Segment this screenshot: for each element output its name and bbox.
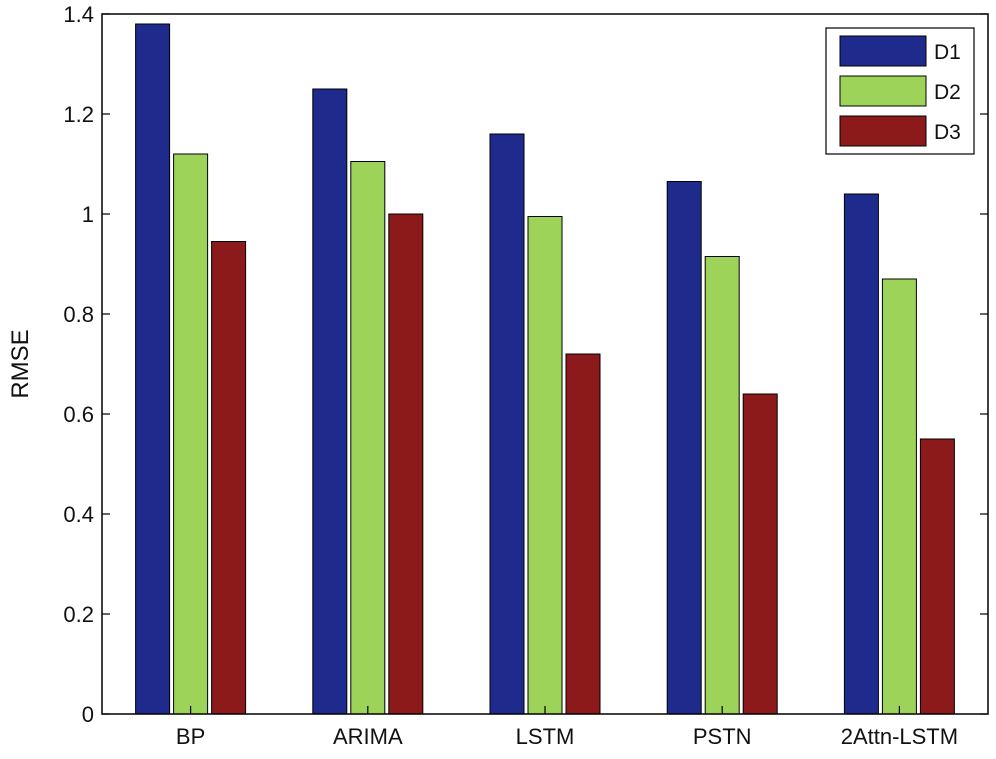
y-tick-label: 0.4 bbox=[63, 502, 94, 527]
bar-d2-pstn bbox=[704, 256, 740, 715]
bar-d1-bp bbox=[135, 23, 171, 715]
bar-d3-pstn bbox=[742, 393, 778, 715]
legend-swatch-d2 bbox=[839, 75, 927, 107]
bars-layer bbox=[135, 23, 955, 715]
bar-d1-2attn-lstm bbox=[843, 193, 879, 715]
y-tick-label: 0.8 bbox=[63, 302, 94, 327]
x-tick-label: BP bbox=[176, 724, 205, 749]
x-tick-label: LSTM bbox=[516, 724, 575, 749]
bar-d2-2attn-lstm bbox=[881, 278, 917, 715]
bar-d1-lstm bbox=[489, 133, 525, 715]
legend-label-d2: D2 bbox=[934, 81, 961, 104]
y-tick-label: 0.6 bbox=[63, 402, 94, 427]
legend-label-d3: D3 bbox=[934, 121, 961, 144]
y-tick-label: 0.2 bbox=[63, 602, 94, 627]
bar-d3-arima bbox=[388, 213, 424, 715]
bar-d3-2attn-lstm bbox=[919, 438, 955, 715]
y-axis: 0 0.2 0.4 0.6 0.8 1 1.2 1.4 bbox=[63, 2, 988, 727]
y-axis-title: RMSE bbox=[7, 329, 34, 398]
bar-d1-pstn bbox=[666, 181, 702, 715]
legend-label-d1: D1 bbox=[934, 41, 961, 64]
y-tick-label: 1.4 bbox=[63, 2, 94, 27]
x-tick-label: 2Attn-LSTM bbox=[841, 724, 958, 749]
legend-swatch-d3 bbox=[839, 115, 927, 147]
bar-d2-bp bbox=[173, 153, 209, 715]
x-axis: BP ARIMA LSTM PSTN 2Attn-LSTM bbox=[176, 706, 958, 749]
bar-d3-lstm bbox=[565, 353, 601, 715]
legend-swatch-d1 bbox=[839, 35, 927, 67]
bar-d2-arima bbox=[350, 161, 386, 715]
plot-frame bbox=[101, 13, 989, 715]
x-tick-label: PSTN bbox=[693, 724, 752, 749]
y-tick-label: 1 bbox=[82, 202, 94, 227]
bar-d3-bp bbox=[211, 241, 247, 715]
bar-d1-arima bbox=[312, 88, 348, 715]
x-tick-label: ARIMA bbox=[333, 724, 403, 749]
y-tick-label: 1.2 bbox=[63, 102, 94, 127]
bar-d2-lstm bbox=[527, 216, 563, 715]
y-tick-label: 0 bbox=[82, 702, 94, 727]
legend: D1 D2 D3 bbox=[825, 27, 975, 155]
